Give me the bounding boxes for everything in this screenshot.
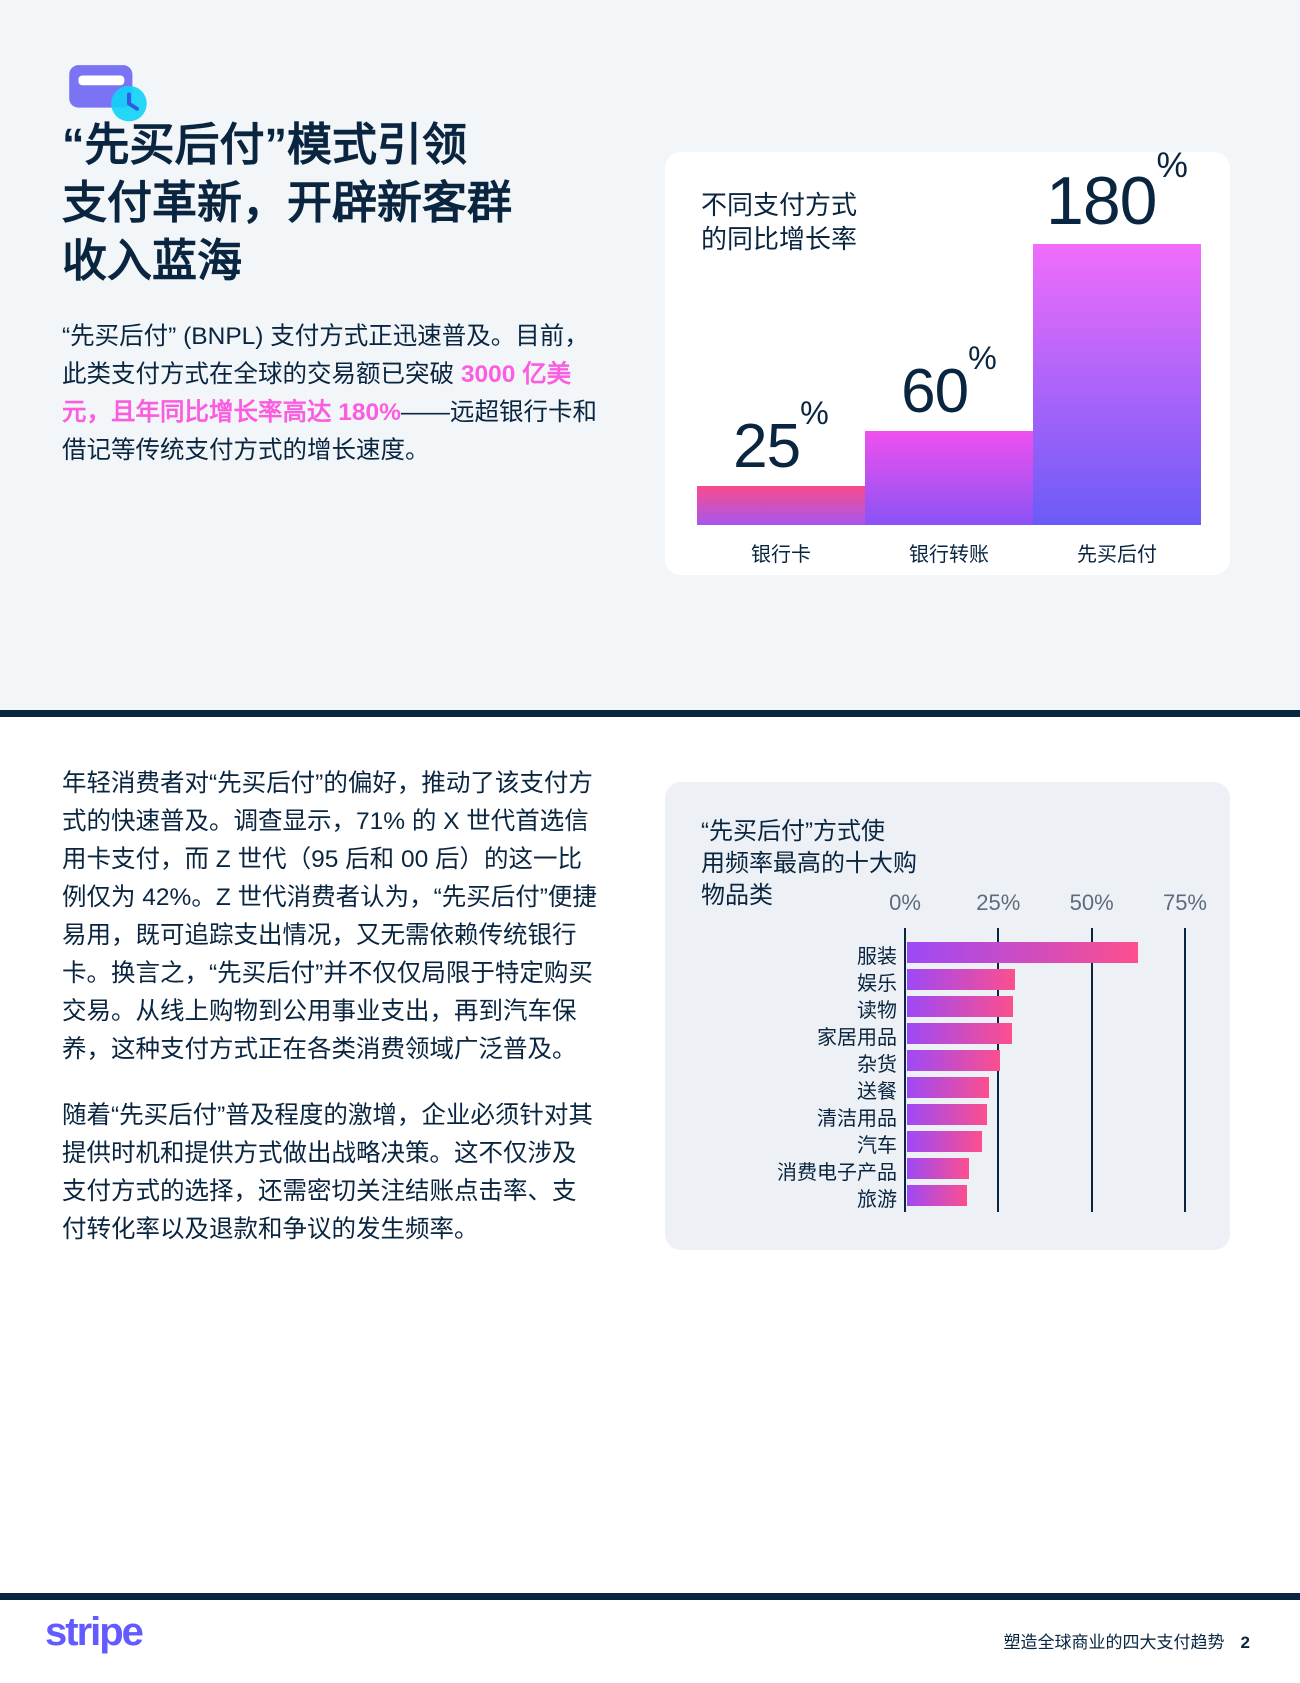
growth-bar-2 <box>865 431 1033 525</box>
category-label-10: 旅游 <box>857 1189 897 1211</box>
category-bar-8 <box>907 1131 982 1152</box>
category-label-5: 杂货 <box>857 1054 897 1076</box>
category-label-6: 送餐 <box>857 1081 897 1103</box>
category-label-7: 清洁用品 <box>817 1108 897 1130</box>
category-bar-7 <box>907 1104 987 1125</box>
axis-gridline-0% <box>904 928 906 1212</box>
category-label-3: 读物 <box>857 1000 897 1022</box>
category-bar-9 <box>907 1158 969 1179</box>
category-bar-1 <box>907 942 1138 963</box>
footer-page-number: 2 <box>1240 1633 1250 1652</box>
intro-paragraph: “先买后付” (BNPL) 支付方式正迅速普及。目前，此类支付方式在全球的交易额… <box>62 318 607 470</box>
growth-category-label-2: 银行转账 <box>909 544 989 566</box>
growth-chart-title: 不同支付方式 的同比增长率 <box>701 188 857 256</box>
growth-chart-title-line-2: 的同比增长率 <box>701 224 858 254</box>
intro-highlight: 3000 亿美元，且年同比增长率高达 180% <box>62 361 572 426</box>
category-bar-6 <box>907 1077 989 1098</box>
intro-text-after: ——远超银行卡和借记等传统支付方式的增长速度。 <box>62 399 597 464</box>
page-title-line-2: 支付革新，开辟新客群 <box>62 177 513 228</box>
axis-gridline-50% <box>1090 928 1093 1212</box>
categories-chart-title: “先买后付”方式使 用频率最高的十大购 物品类 <box>701 816 917 912</box>
categories-chart-card: “先买后付”方式使 用频率最高的十大购 物品类 0% 25% 50% 75% 服装娱乐读… <box>665 782 1230 1250</box>
category-label-1: 服装 <box>857 946 897 968</box>
growth-bar-1 <box>697 486 865 525</box>
growth-value-label-3: 180% <box>1046 146 1188 240</box>
footer-meta: 塑造全球商业的四大支付趋势 2 <box>1004 1628 1250 1653</box>
footer-doc-title: 塑造全球商业的四大支付趋势 <box>1003 1633 1225 1652</box>
intro-text-before: “先买后付” (BNPL) 支付方式正迅速普及。目前，此类支付方式在全球的交易额… <box>62 323 589 388</box>
section-divider <box>0 710 1300 717</box>
category-label-9: 消费电子产品 <box>777 1162 897 1184</box>
category-bar-5 <box>907 1050 1000 1071</box>
body-text-column: 年轻消费者对“先买后付”的偏好，推动了该支付方式的快速普及。调查显示，71% 的… <box>62 765 600 1277</box>
growth-value-label-1: 25% <box>733 395 829 482</box>
stripe-logo: stripe <box>45 1610 144 1654</box>
category-bar-2 <box>907 969 1015 990</box>
categories-chart-title-line-1: “先买后付”方式使 <box>701 818 885 845</box>
growth-chart-title-line-1: 不同支付方式 <box>701 190 858 220</box>
axis-tick-label-75%: 75% <box>1162 890 1207 915</box>
body-paragraph-1: 年轻消费者对“先买后付”的偏好，推动了该支付方式的快速普及。调查显示，71% 的… <box>62 770 597 1063</box>
body-paragraph-2: 随着“先买后付”普及程度的激增，企业必须针对其提供时机和提供方式做出战略决策。这… <box>62 1102 593 1243</box>
growth-category-label-3: 先买后付 <box>1077 544 1157 566</box>
growth-chart-card: 不同支付方式 的同比增长率 25% 银行卡 60% 银行转账 180% 先买后付 <box>665 146 1230 575</box>
page-title: “先买后付”模式引领 支付革新，开辟新客群 收入蓝海 <box>62 116 637 290</box>
footer-divider <box>0 1593 1300 1600</box>
categories-chart-title-line-2: 用频率最高的十大购 <box>701 850 917 877</box>
growth-category-label-1: 银行卡 <box>751 544 811 566</box>
category-label-4: 家居用品 <box>817 1027 897 1049</box>
growth-bar-chart: 25% 银行卡 60% 银行转账 180% 先买后付 <box>665 146 1230 575</box>
axis-gridline-75% <box>1183 928 1186 1212</box>
category-bar-3 <box>907 996 1013 1017</box>
axis-tick-label-25%: 25% <box>976 890 1021 915</box>
category-label-8: 汽车 <box>857 1135 897 1157</box>
page-title-line-3: 收入蓝海 <box>62 235 243 286</box>
axis-tick-label-50%: 50% <box>1069 890 1114 915</box>
growth-bar-3 <box>1033 244 1201 525</box>
category-label-2: 娱乐 <box>857 973 897 995</box>
top-section: “先买后付”模式引领 支付革新，开辟新客群 收入蓝海 “先买后付” (BNPL)… <box>0 0 1300 710</box>
credit-card-clock-icon <box>64 64 156 126</box>
category-bar-4 <box>907 1023 1012 1044</box>
categories-bar-chart: 0% 25% 50% 75% 服装娱乐读物家居用品杂货送餐清洁用品汽车消费电子产品旅游 <box>665 782 1230 1250</box>
categories-chart-title-line-3: 物品类 <box>701 882 773 909</box>
axis-tick-label-0%: 0% <box>889 890 921 915</box>
category-bar-10 <box>907 1185 967 1206</box>
growth-value-label-2: 60% <box>901 340 997 427</box>
page-title-line-1: “先买后付”模式引领 <box>62 119 468 170</box>
